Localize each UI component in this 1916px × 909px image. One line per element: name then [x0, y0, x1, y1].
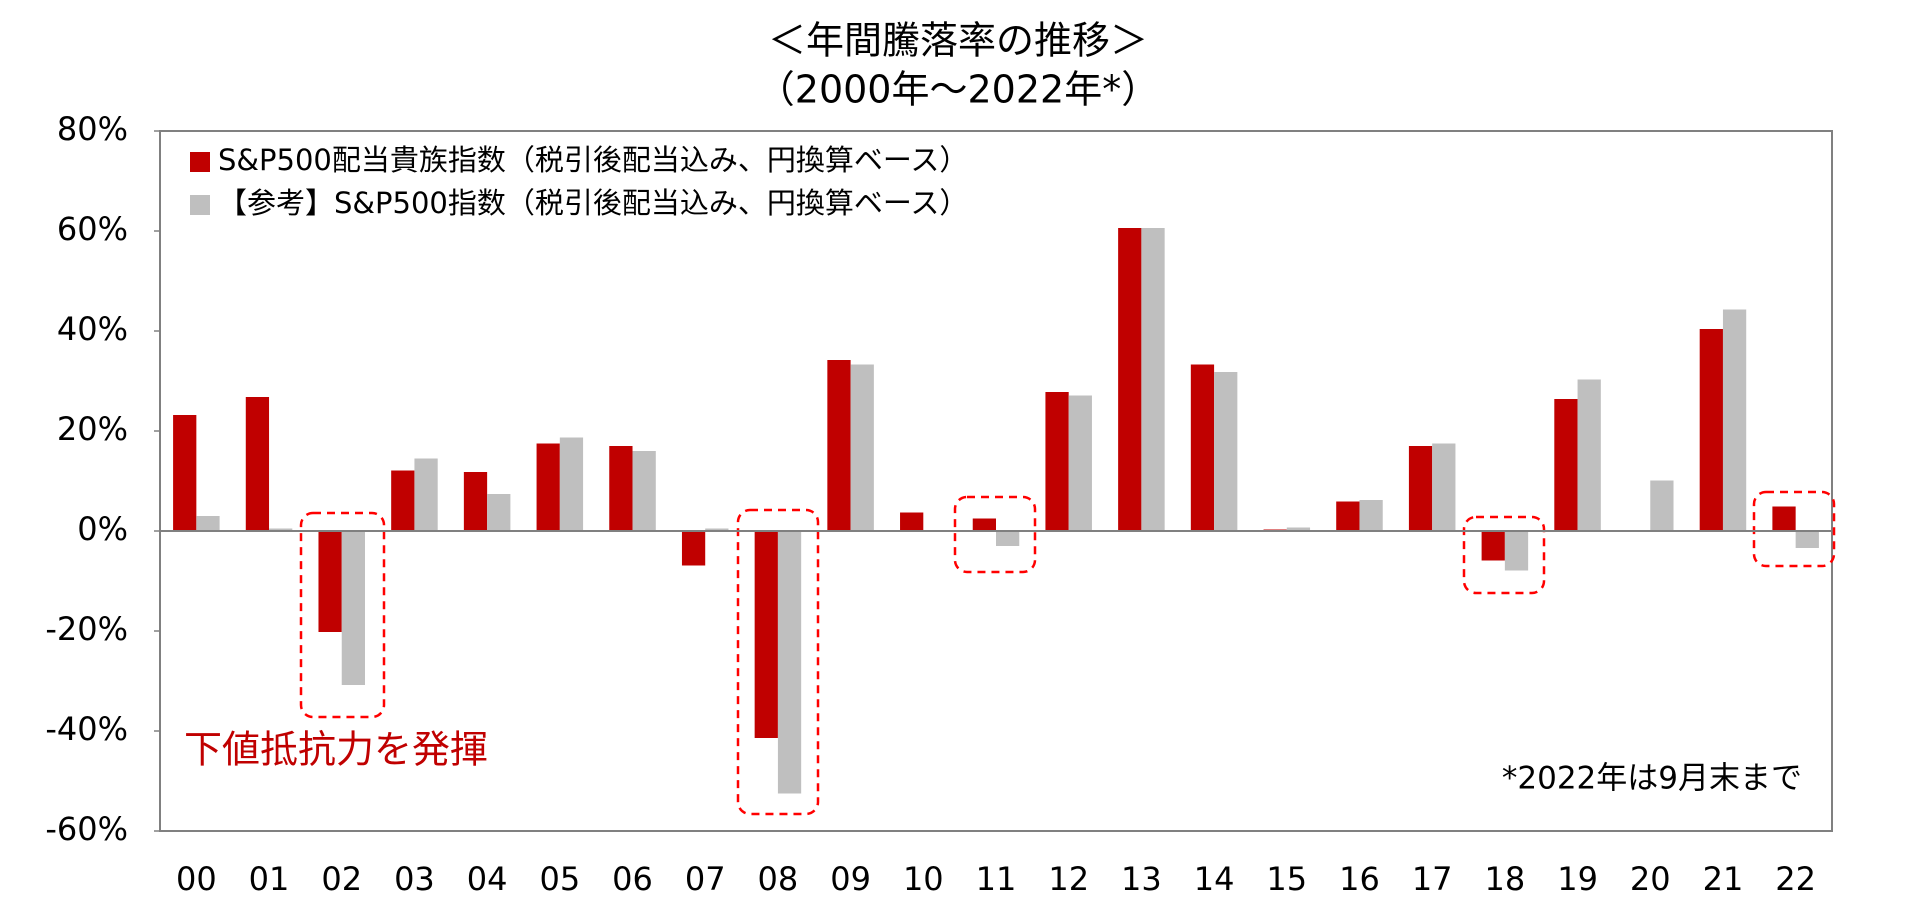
- legend-label: S&P500配当貴族指数（税引後配当込み、円換算ベース）: [218, 143, 968, 177]
- x-tick-label: 00: [176, 860, 217, 898]
- x-tick-label: 13: [1121, 860, 1162, 898]
- x-tick-label: 19: [1557, 860, 1598, 898]
- bar: [1286, 527, 1311, 531]
- x-tick-label: 14: [1194, 860, 1235, 898]
- x-tick-label: 22: [1775, 860, 1816, 898]
- bar: [536, 443, 560, 531]
- bar: [850, 364, 874, 531]
- annotation: 下値抵抗力を発揮: [184, 728, 488, 772]
- highlight-box: [299, 511, 386, 719]
- x-tick-label: 18: [1485, 860, 1526, 898]
- bar: [414, 458, 438, 531]
- bar: [341, 531, 366, 685]
- x-tick-label: 16: [1339, 860, 1380, 898]
- x-tick-label: 20: [1630, 860, 1671, 898]
- bar: [1068, 395, 1092, 531]
- bar: [1481, 531, 1505, 561]
- x-tick-label: 12: [1048, 860, 1089, 898]
- highlight-box: [1752, 490, 1836, 568]
- annotation: *2022年は9月末まで: [1502, 761, 1802, 797]
- bar: [391, 470, 415, 531]
- y-tick-label: 20%: [57, 410, 128, 448]
- bar: [1722, 309, 1747, 531]
- bar: [609, 446, 633, 531]
- y-tick-label: 40%: [57, 310, 128, 348]
- bar: [1795, 531, 1819, 548]
- bar: [1408, 446, 1433, 531]
- bar: [827, 360, 851, 531]
- chart-title: ＜年間騰落率の推移＞: [768, 19, 1148, 63]
- x-tick-label: 06: [612, 860, 653, 898]
- bar: [559, 437, 584, 531]
- legend-marker: [190, 152, 210, 172]
- x-tick-label: 08: [758, 860, 799, 898]
- bar: [1118, 228, 1142, 531]
- bar: [632, 451, 656, 531]
- bar: [705, 528, 729, 531]
- x-tick-label: 09: [830, 860, 871, 898]
- bar: [463, 472, 488, 531]
- bar: [777, 531, 802, 794]
- y-tick-label: 0%: [77, 510, 128, 548]
- bar: [1336, 501, 1360, 531]
- highlight-box: [953, 495, 1037, 574]
- x-tick-label: 07: [685, 860, 726, 898]
- x-tick-label: 15: [1266, 860, 1307, 898]
- bar: [1214, 372, 1238, 531]
- bar: [1432, 443, 1456, 531]
- x-tick-label: 01: [249, 860, 290, 898]
- bar: [1504, 531, 1529, 571]
- highlight-box: [1462, 515, 1546, 595]
- y-tick-label: -20%: [45, 610, 128, 648]
- x-tick-label: 02: [321, 860, 362, 898]
- highlight-boxes: [299, 490, 1836, 816]
- bar: [1650, 480, 1674, 531]
- chart-subtitle: （2000年～2022年*）: [757, 68, 1159, 112]
- bar: [996, 531, 1020, 546]
- bar: [196, 516, 220, 531]
- y-tick-label: 80%: [57, 110, 128, 148]
- bar: [1045, 392, 1069, 531]
- x-tick-label: 04: [467, 860, 508, 898]
- bar: [1699, 329, 1723, 531]
- bar: [681, 531, 706, 566]
- bar: [1554, 399, 1578, 531]
- legend-marker: [190, 195, 210, 215]
- legend-label: 【参考】S&P500指数（税引後配当込み、円換算ベース）: [218, 186, 968, 220]
- bar: [1190, 364, 1215, 531]
- bar: [1772, 506, 1796, 531]
- highlight-box: [736, 508, 820, 816]
- y-tick-label: -60%: [45, 810, 128, 848]
- x-tick-label: 03: [394, 860, 435, 898]
- x-tick-label: 10: [903, 860, 944, 898]
- x-tick-label: 05: [539, 860, 580, 898]
- bar: [318, 531, 342, 632]
- bar: [1577, 379, 1601, 531]
- bar: [487, 494, 511, 531]
- bar: [900, 512, 924, 531]
- x-tick-label: 21: [1703, 860, 1744, 898]
- bar: [245, 397, 270, 531]
- bar: [269, 528, 293, 531]
- y-tick-label: 60%: [57, 210, 128, 248]
- bar: [173, 415, 197, 531]
- bar: [754, 531, 778, 738]
- x-tick-label: 11: [976, 860, 1017, 898]
- bar: [972, 518, 996, 531]
- y-tick-label: -40%: [45, 710, 128, 748]
- plot-frame: [159, 130, 1833, 832]
- bar: [1359, 500, 1383, 531]
- x-tick-label: 17: [1412, 860, 1453, 898]
- bar: [1141, 228, 1165, 531]
